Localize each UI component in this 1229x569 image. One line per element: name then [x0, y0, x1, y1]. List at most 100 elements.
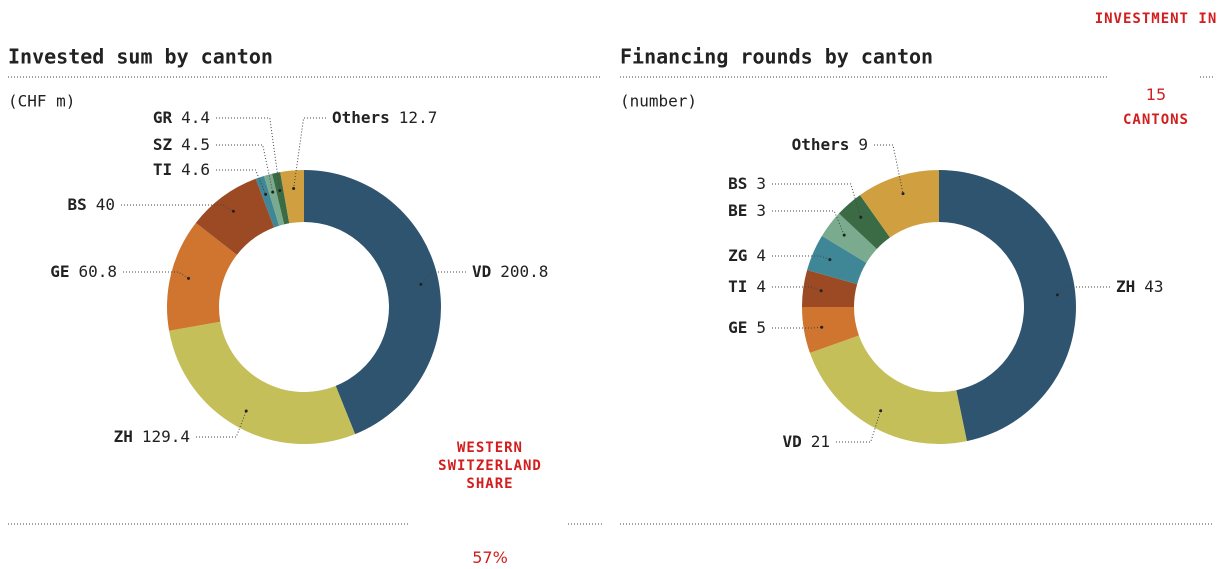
- data-label: ZH 129.4: [114, 427, 190, 446]
- leader-dot: [278, 188, 282, 192]
- label-value: 5: [756, 318, 766, 337]
- leader-dot: [842, 233, 846, 237]
- callout-text: SHARE: [466, 476, 513, 492]
- label-category: GR: [153, 108, 173, 127]
- label-category: SZ: [153, 135, 173, 154]
- donut-segment: [280, 170, 304, 224]
- callout-text: WESTERN: [457, 440, 523, 456]
- label-category: GE: [728, 318, 747, 337]
- label-category: BS: [67, 195, 86, 214]
- leader-line: [216, 169, 267, 195]
- leader-dot: [828, 258, 832, 262]
- data-label: TI 4.6: [153, 160, 210, 179]
- callout-text: INVESTMENT IN: [1095, 11, 1218, 27]
- label-value: 4: [756, 246, 766, 265]
- data-label: Others 9: [792, 135, 868, 154]
- leader-line: [772, 286, 822, 292]
- subtitle: (CHF m): [8, 92, 75, 111]
- leader-line: [1057, 286, 1110, 296]
- donut-segment: [304, 170, 441, 435]
- data-label: TI 4: [728, 277, 766, 296]
- data-label: GR 4.4: [153, 108, 210, 127]
- label-value: 9: [858, 135, 868, 154]
- chart-title: Invested sum by canton: [8, 45, 273, 69]
- donut-segment: [802, 307, 859, 353]
- callout-text: SWITZERLAND: [438, 458, 542, 474]
- donut-segment: [255, 175, 280, 228]
- data-label: GE 5: [728, 318, 766, 337]
- label-value: 4.6: [181, 160, 210, 179]
- donut-segment: [859, 170, 939, 238]
- donut-segment: [821, 213, 877, 263]
- leader-line: [121, 204, 234, 212]
- leader-line: [772, 326, 822, 329]
- data-label: Others 12.7: [332, 108, 437, 127]
- data-label: BS 3: [728, 174, 766, 193]
- donut-segment: [939, 170, 1076, 442]
- leader-line: [772, 255, 831, 261]
- leader-dot: [244, 409, 248, 413]
- leader-line: [420, 271, 466, 285]
- donut-segment: [838, 195, 890, 249]
- donut-segment: [809, 335, 967, 444]
- label-value: 129.4: [142, 427, 190, 446]
- leader-dot: [264, 192, 268, 196]
- label-category: BE: [728, 201, 747, 220]
- data-label: SZ 4.5: [153, 135, 210, 154]
- leader-dot: [819, 289, 823, 293]
- leader-dot: [292, 186, 296, 190]
- leader-line: [772, 183, 862, 218]
- data-label: VD 21: [782, 432, 830, 451]
- leader-dot: [879, 409, 883, 413]
- leader-dot: [419, 282, 423, 286]
- label-category: ZH: [1116, 277, 1135, 296]
- label-category: TI: [153, 160, 172, 179]
- data-label: BE 3: [728, 201, 766, 220]
- label-category: GE: [50, 262, 69, 281]
- label-value: 4.4: [181, 108, 210, 127]
- data-label: ZG 4: [728, 246, 766, 265]
- label-value: 4: [756, 277, 766, 296]
- label-category: Others: [792, 135, 850, 154]
- data-label: VD 200.8: [472, 262, 548, 281]
- callout-figure: 57%: [472, 548, 508, 567]
- donut-segment: [807, 235, 867, 285]
- label-category: ZG: [728, 246, 747, 265]
- leader-line: [216, 144, 274, 193]
- label-value: 4.5: [181, 135, 210, 154]
- label-value: 60.8: [78, 262, 117, 281]
- label-category: Others: [332, 108, 390, 127]
- label-value: 3: [756, 201, 766, 220]
- label-value: 12.7: [399, 108, 438, 127]
- label-category: VD: [472, 262, 491, 281]
- label-category: BS: [728, 174, 747, 193]
- label-value: 3: [756, 174, 766, 193]
- donut-segment: [802, 270, 858, 307]
- label-category: VD: [782, 432, 801, 451]
- label-value: 200.8: [500, 262, 548, 281]
- data-label: BS 40: [67, 195, 115, 214]
- chart-title: Financing rounds by canton: [620, 45, 933, 69]
- leader-dot: [231, 209, 235, 213]
- callout-figure: 15: [1146, 85, 1166, 104]
- donut-segment: [272, 172, 290, 225]
- leader-dot: [859, 215, 863, 219]
- leader-dot: [271, 190, 275, 194]
- data-label: ZH 43: [1116, 277, 1164, 296]
- leader-dot: [187, 276, 191, 280]
- label-category: ZH: [114, 427, 133, 446]
- leader-dot: [1055, 293, 1059, 297]
- leader-line: [293, 117, 326, 189]
- leader-line: [123, 271, 189, 279]
- callout-text: CANTONS: [1123, 112, 1189, 128]
- label-category: TI: [728, 277, 747, 296]
- label-value: 21: [811, 432, 830, 451]
- donut-segment: [263, 173, 285, 226]
- leader-line: [874, 144, 904, 194]
- leader-dot: [820, 325, 824, 329]
- donut-segment: [169, 321, 356, 444]
- data-label: GE 60.8: [50, 262, 117, 281]
- donut-segment: [195, 178, 275, 255]
- label-value: 40: [96, 195, 115, 214]
